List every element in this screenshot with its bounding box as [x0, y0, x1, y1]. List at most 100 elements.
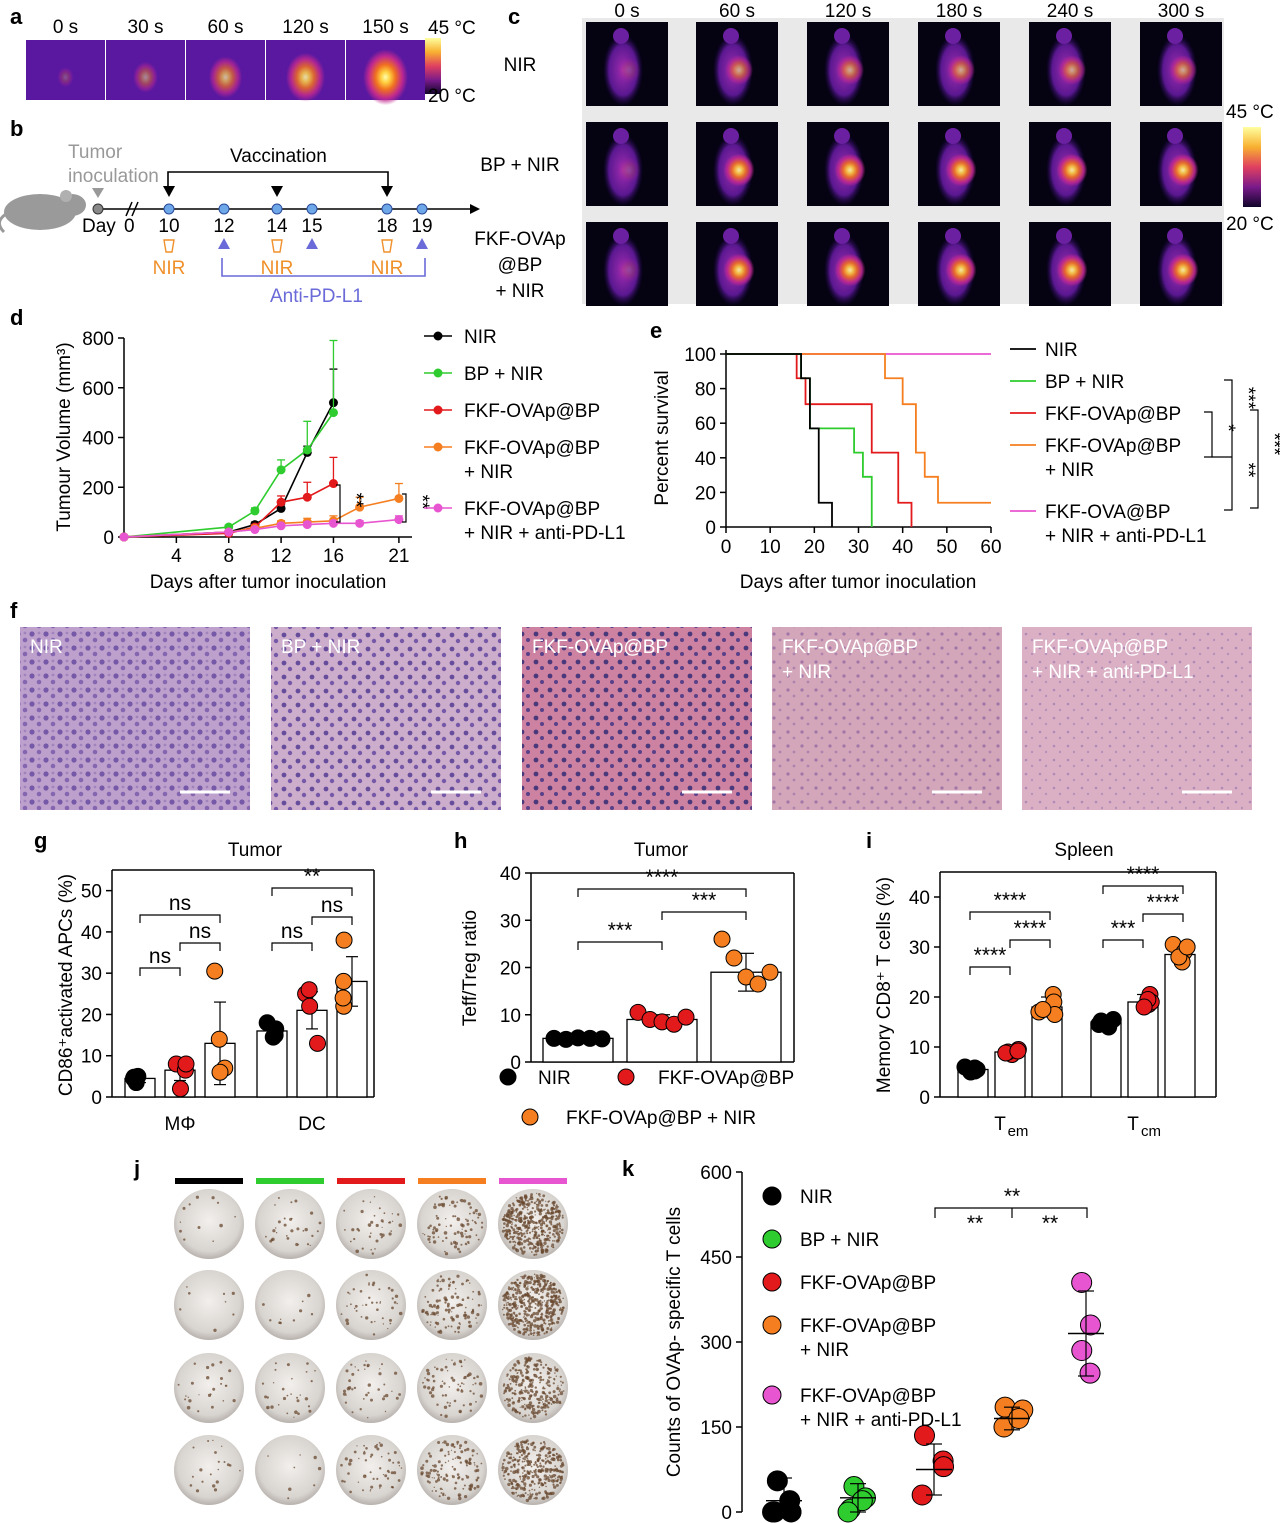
elispot-spot — [525, 1203, 529, 1206]
anti-pd-l1-label: Anti-PD-L1 — [270, 286, 363, 307]
elispot-spot — [531, 1207, 534, 1210]
elispot-spot — [539, 1462, 542, 1465]
elispot-spot — [435, 1469, 438, 1472]
elispot-spot — [555, 1227, 559, 1231]
elispot-spot — [387, 1452, 390, 1455]
elispot-spot — [545, 1447, 549, 1450]
elispot-spot — [546, 1217, 550, 1220]
elispot-spot — [516, 1283, 519, 1287]
series-line — [123, 412, 335, 538]
elispot-spot — [514, 1445, 517, 1448]
panel-c-hotspot — [834, 253, 866, 287]
elispot-spot — [537, 1193, 541, 1196]
elispot-spot — [291, 1377, 293, 1380]
elispot-spot — [349, 1490, 352, 1494]
elispot-spot — [519, 1486, 524, 1490]
elispot-spot — [451, 1318, 455, 1322]
elispot-spot — [524, 1375, 529, 1380]
elispot-spot — [182, 1206, 186, 1210]
elispot-spot — [382, 1323, 385, 1325]
elispot-spot — [526, 1365, 529, 1368]
elispot-spot — [527, 1243, 530, 1246]
elispot-spot — [504, 1466, 509, 1471]
elispot-spot — [539, 1307, 543, 1311]
sig-bracket — [577, 941, 663, 950]
panel-label-b: b — [10, 116, 23, 141]
elispot-spot — [476, 1485, 480, 1489]
elispot-spot — [514, 1224, 517, 1227]
elispot-spot — [534, 1364, 538, 1368]
vaccination-arrows — [163, 186, 393, 197]
elispot-spot — [531, 1378, 534, 1382]
data-point — [335, 931, 353, 949]
elispot-spot — [505, 1296, 509, 1300]
elispot-spot — [431, 1464, 434, 1467]
elispot-spot — [456, 1388, 460, 1392]
elispot-spot — [524, 1362, 527, 1365]
elispot-spot — [344, 1229, 346, 1231]
elispot-spot — [304, 1397, 309, 1401]
elispot-spot — [391, 1390, 393, 1393]
elispot-spot — [368, 1283, 370, 1286]
elispot-spot — [234, 1215, 236, 1218]
data-point — [119, 532, 129, 542]
elispot-spot — [557, 1385, 559, 1387]
elispot-spot — [444, 1461, 447, 1464]
elispot-spot — [393, 1471, 397, 1475]
elispot-spot — [552, 1453, 554, 1456]
elispot-spot — [365, 1273, 369, 1277]
elispot-spot — [296, 1396, 299, 1399]
elispot-spot — [551, 1312, 555, 1316]
elispot-spot — [370, 1398, 373, 1402]
elispot-spot — [511, 1491, 515, 1495]
legend-label: NIR — [800, 1187, 833, 1208]
legend-label: + NIR + anti-PD-L1 — [464, 523, 626, 544]
he-image-label: FKF-OVAp@BP — [532, 637, 668, 658]
elispot-spot — [516, 1286, 520, 1289]
legend-marker — [762, 1186, 782, 1206]
elispot-spot — [463, 1313, 467, 1318]
elispot-spot — [381, 1226, 383, 1228]
elispot-spot — [547, 1227, 552, 1231]
elispot-spot — [533, 1282, 536, 1286]
elispot-spot — [548, 1399, 550, 1401]
elispot-spot — [433, 1464, 437, 1468]
data-point — [1079, 1314, 1101, 1336]
elispot-spot — [442, 1493, 445, 1497]
elispot-spot — [431, 1231, 436, 1235]
group-label-t: T — [1127, 1114, 1139, 1135]
elispot-spot — [459, 1444, 463, 1448]
elispot-spot — [188, 1399, 192, 1403]
elispot-spot — [454, 1292, 457, 1295]
elispot-spot — [450, 1241, 452, 1244]
elispot-spot — [529, 1305, 531, 1308]
elispot-spot — [516, 1226, 520, 1230]
elispot-spot — [540, 1204, 544, 1207]
elispot-spot — [514, 1324, 517, 1327]
elispot-spot — [523, 1440, 528, 1444]
elispot-spot — [517, 1322, 521, 1325]
elispot-spot — [540, 1245, 544, 1249]
elispot-spot — [526, 1324, 530, 1328]
elispot-spot — [520, 1235, 523, 1238]
elispot-spot — [440, 1464, 444, 1467]
elispot-spot — [532, 1404, 535, 1408]
elispot-spot — [457, 1383, 460, 1386]
elispot-spot — [187, 1396, 189, 1399]
elispot-spot — [560, 1311, 564, 1314]
elispot-spot — [453, 1232, 457, 1235]
panel-a-scale-min: 20 °C — [428, 86, 476, 107]
elispot-spot — [543, 1474, 547, 1478]
elispot-spot — [211, 1196, 215, 1200]
elispot-spot — [511, 1223, 513, 1226]
elispot-spot — [527, 1472, 531, 1475]
legend-marker — [762, 1315, 782, 1335]
elispot-spot — [522, 1299, 524, 1302]
elispot-spot — [451, 1281, 455, 1284]
elispot-spot — [283, 1217, 286, 1220]
elispot-spot — [535, 1298, 539, 1302]
elispot-spot — [511, 1378, 515, 1382]
elispot-spot — [517, 1399, 521, 1402]
elispot-spot — [290, 1393, 292, 1395]
